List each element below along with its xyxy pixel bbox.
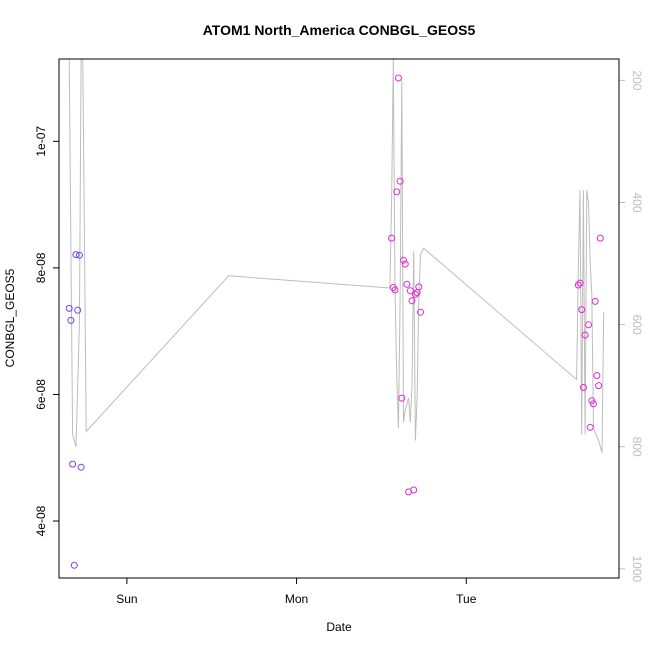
right-tick-label: 400 [630, 192, 644, 212]
data-point [579, 384, 587, 391]
data-point [396, 177, 404, 185]
data-point [417, 308, 424, 316]
x-tick-label: Sun [116, 592, 137, 606]
right-axis-series-line [59, 58, 605, 453]
data-point [391, 286, 399, 294]
data-point [590, 400, 597, 408]
points-layer [65, 74, 604, 569]
data-point [415, 283, 423, 291]
data-point [406, 287, 414, 295]
data-point [388, 234, 396, 242]
data-point [67, 316, 75, 324]
data-point [595, 382, 603, 390]
data-point [596, 234, 604, 242]
data-point [398, 394, 406, 402]
right-tick-label: 600 [630, 315, 644, 335]
y-tick-label: 1e-07 [34, 126, 48, 157]
right-tick-label: 800 [630, 437, 644, 457]
data-point [576, 279, 584, 287]
x-axis: Sun Mon Tue [116, 578, 477, 606]
right-axis-line-layer [59, 58, 605, 453]
x-tick-label: Mon [285, 592, 308, 606]
data-point [586, 423, 594, 431]
data-point [65, 304, 73, 312]
y-tick-label: 6e-08 [34, 379, 48, 410]
data-point [585, 321, 592, 329]
data-point [72, 251, 80, 259]
data-point [578, 306, 586, 314]
x-tick-label: Tue [456, 592, 477, 606]
x-axis-label: Date [326, 620, 352, 634]
chart-title: ATOM1 North_America CONBGL_GEOS5 [203, 22, 476, 38]
data-point [408, 297, 416, 305]
right-tick-label: 1000 [630, 555, 644, 582]
data-point [394, 74, 402, 82]
data-point [591, 297, 599, 305]
y-axis-label: CONBGL_GEOS5 [3, 268, 17, 367]
data-point [411, 290, 419, 298]
data-point [593, 372, 601, 379]
y-tick-label: 8e-08 [34, 252, 48, 283]
data-point [74, 306, 82, 314]
y-axis: 4e-08 6e-08 8e-08 1e-07 [34, 126, 59, 536]
data-point [581, 331, 589, 339]
right-axis: 200 400 600 800 1000 [619, 70, 644, 583]
data-point [77, 463, 85, 471]
plot-frame [58, 58, 620, 579]
data-point [393, 188, 401, 196]
data-point [574, 281, 582, 289]
data-point [403, 280, 411, 288]
right-tick-label: 200 [630, 70, 644, 90]
data-point [400, 256, 407, 264]
data-point [69, 460, 77, 468]
y-tick-label: 4e-08 [34, 505, 48, 536]
data-point [401, 260, 409, 268]
data-point [70, 561, 78, 569]
data-point [75, 251, 83, 259]
data-point [410, 486, 418, 494]
